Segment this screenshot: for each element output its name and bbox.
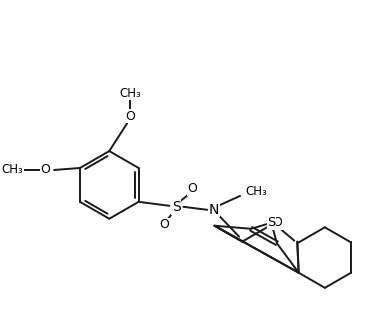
Text: O: O <box>187 182 197 195</box>
Text: O: O <box>159 218 170 231</box>
Text: O: O <box>273 216 282 229</box>
Text: S: S <box>172 200 181 214</box>
Text: O: O <box>40 163 50 177</box>
Text: S: S <box>267 216 275 229</box>
Text: CH₃: CH₃ <box>2 163 23 177</box>
Text: N: N <box>209 203 220 217</box>
Text: CH₃: CH₃ <box>245 185 267 198</box>
Text: O: O <box>125 110 135 123</box>
Text: CH₃: CH₃ <box>120 87 141 100</box>
